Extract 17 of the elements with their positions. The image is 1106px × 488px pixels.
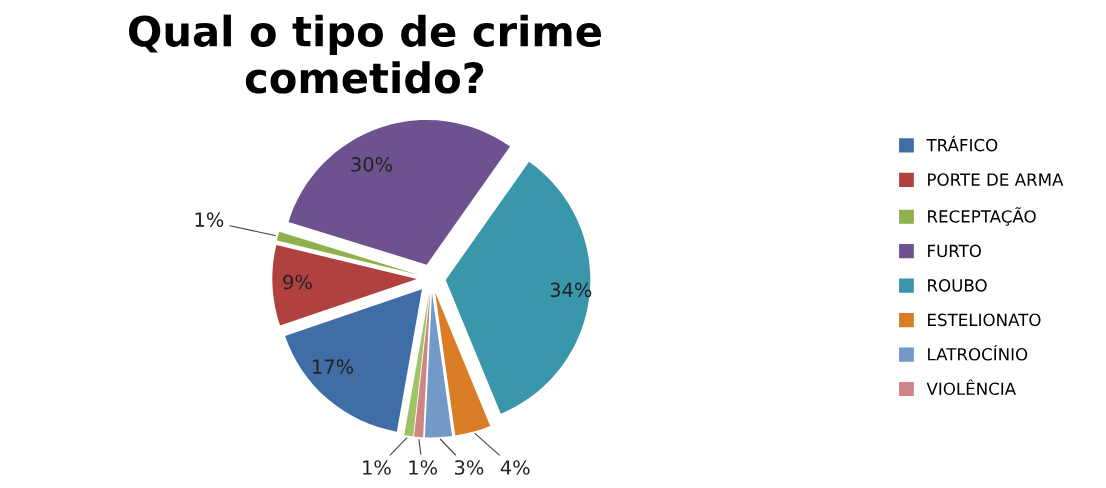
data-label: 4% (500, 460, 530, 475)
data-label: 9% (283, 274, 312, 290)
legend-label: RECEPTAÇÃO (928, 207, 1036, 226)
legend-label: ESTELIONATO (928, 313, 1041, 327)
chart-title: Qual o tipo de crime cometido? (129, 14, 601, 94)
legend-label: FURTO (928, 244, 981, 258)
legend-label: LATROCÍNIO (928, 344, 1028, 361)
data-label: 30% (351, 157, 393, 172)
legend-label: TRÁFICO (926, 135, 998, 152)
legend-label: VIOLÊNCIA (926, 379, 1016, 396)
data-label: 1% (363, 460, 391, 475)
data-label: 1% (409, 460, 438, 475)
data-label: 3% (454, 460, 484, 475)
legend-label: PORTE DE ARMA (928, 173, 1064, 186)
data-label: 1% (195, 212, 224, 227)
legend-label: ROUBO (928, 279, 987, 292)
data-label: 17% (313, 359, 354, 375)
